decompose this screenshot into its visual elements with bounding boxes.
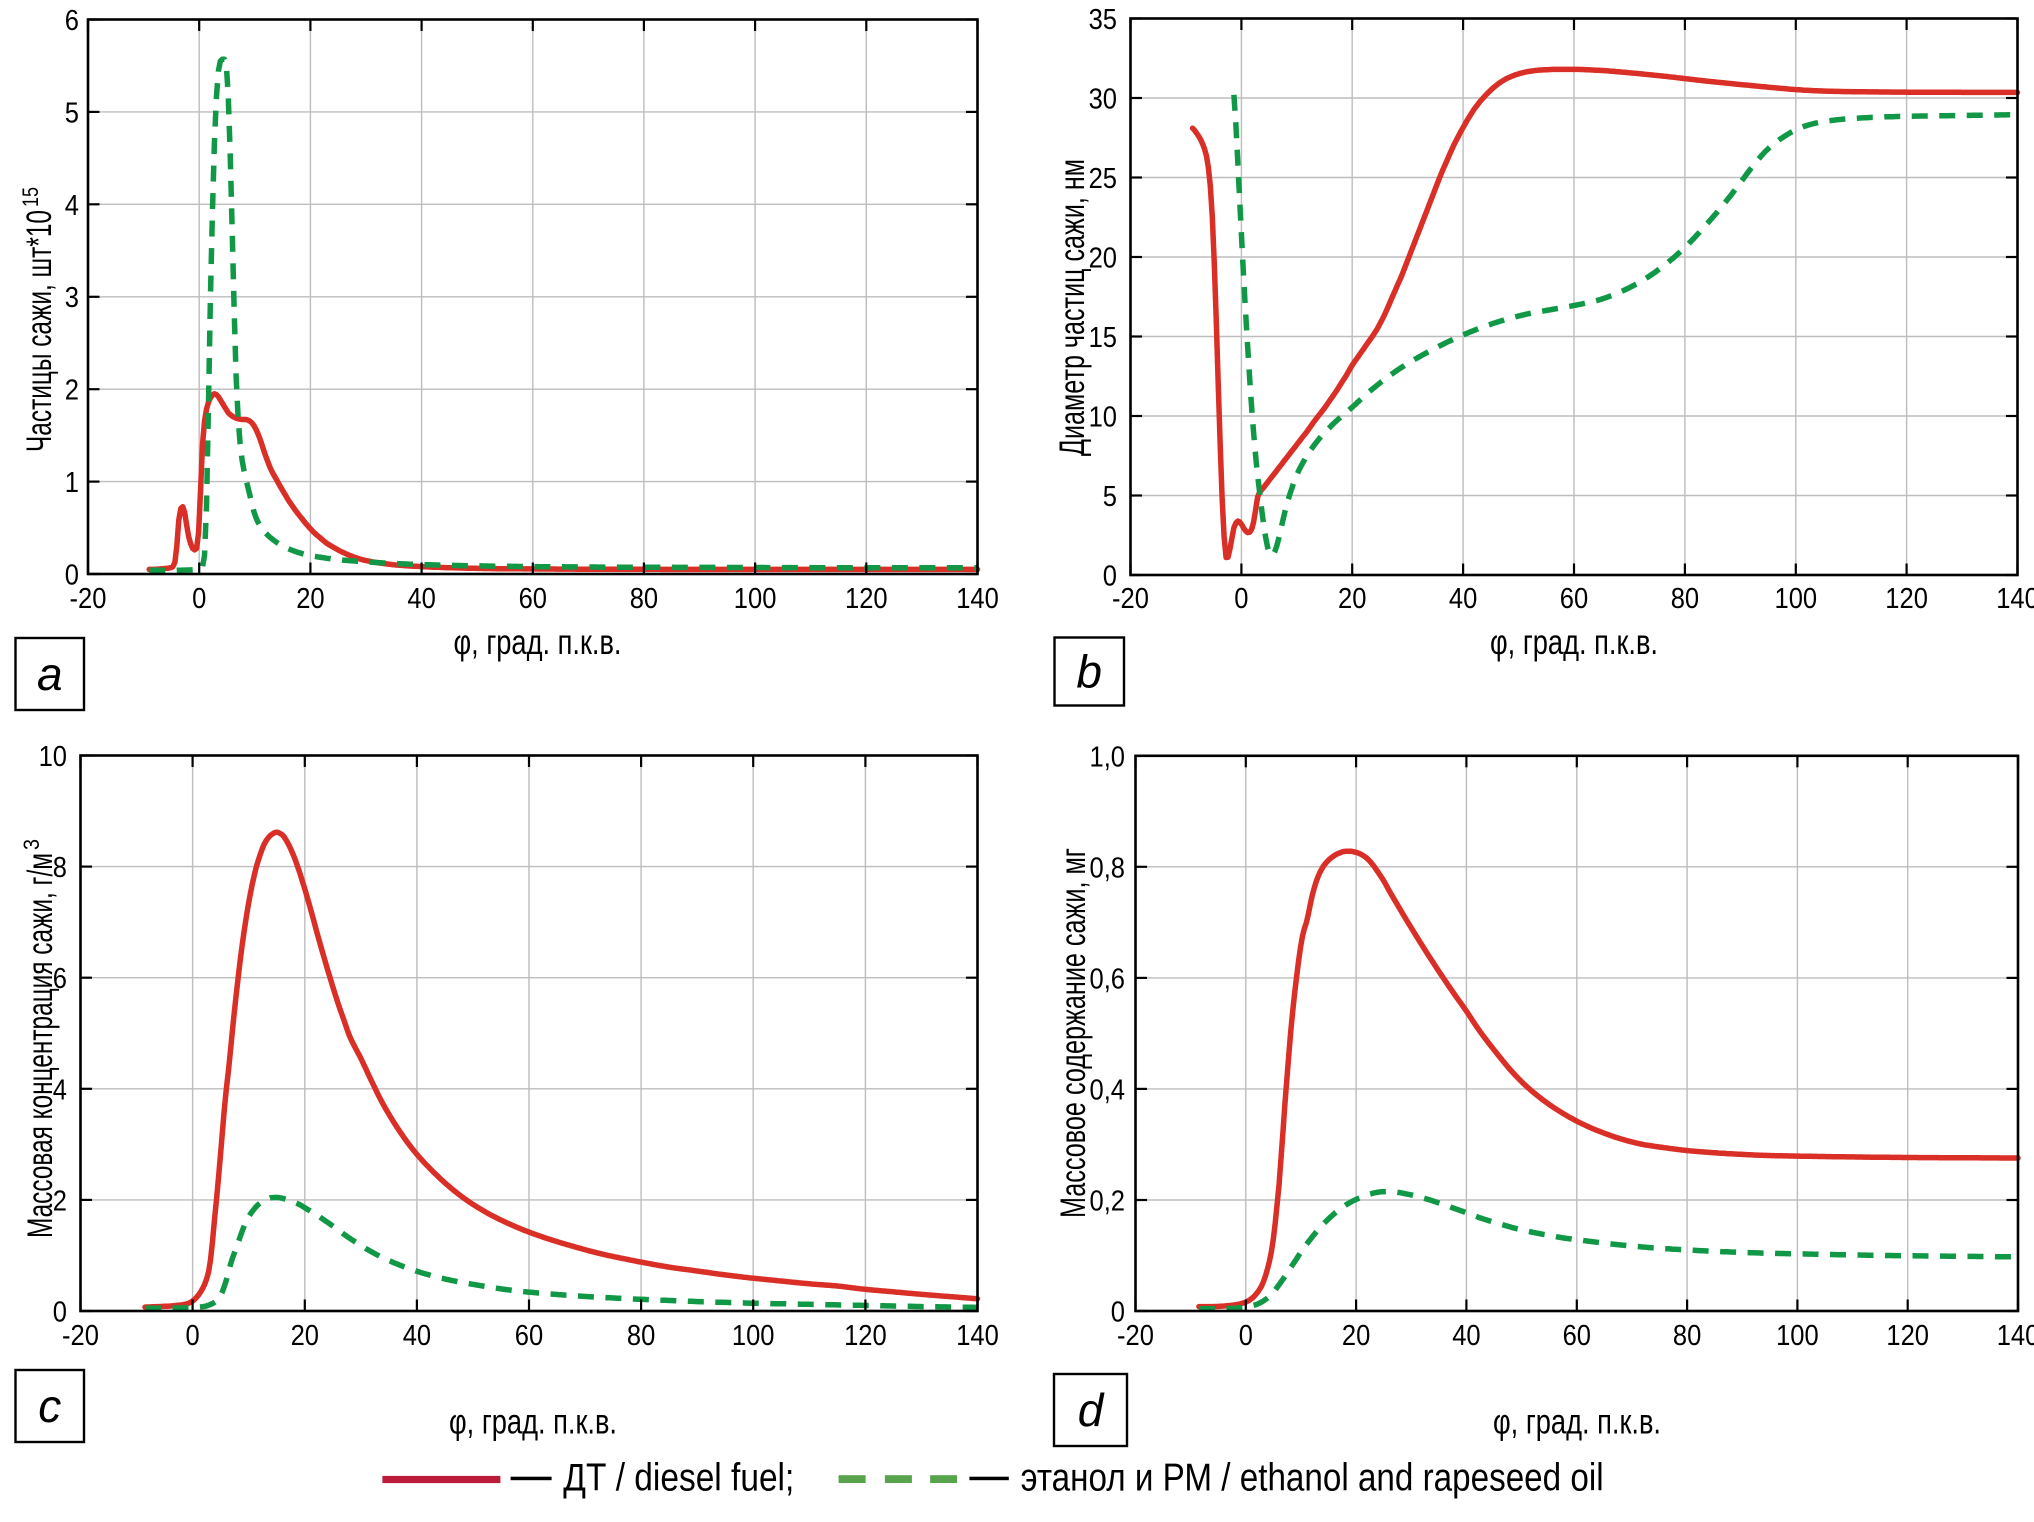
svg-text:0: 0 [53,1297,67,1329]
svg-text:0,2: 0,2 [1090,1186,1126,1218]
svg-text:100: 100 [734,583,777,615]
svg-text:a: a [37,648,63,700]
svg-text:20: 20 [1342,1320,1370,1352]
svg-text:60: 60 [515,1320,543,1352]
svg-text:1,0: 1,0 [1090,741,1126,773]
svg-text:80: 80 [630,583,658,615]
svg-text:φ, град. п.к.в.: φ, град. п.к.в. [1490,623,1658,662]
svg-text:40: 40 [1449,583,1477,615]
svg-text:5: 5 [65,97,79,129]
svg-text:140: 140 [1997,1320,2034,1352]
svg-text:5: 5 [1103,481,1117,513]
svg-text:60: 60 [1563,1320,1591,1352]
svg-text:20: 20 [1338,583,1366,615]
svg-text:φ, град. п.к.в.: φ, град. п.к.в. [449,1403,617,1442]
svg-text:4: 4 [53,1074,67,1106]
svg-text:6: 6 [65,5,79,37]
svg-text:этанол и РМ / ethanol and rape: этанол и РМ / ethanol and rapeseed oil [1021,1456,1604,1499]
svg-text:0: 0 [1111,1297,1125,1329]
svg-text:20: 20 [296,583,324,615]
svg-text:2: 2 [53,1185,67,1217]
svg-text:3: 3 [19,839,44,850]
svg-text:Массовое содержание сажи, мг: Массовое содержание сажи, мг [1054,848,1093,1218]
svg-text:-20: -20 [70,583,107,615]
svg-text:80: 80 [1673,1320,1701,1352]
svg-text:3: 3 [65,282,79,314]
svg-text:40: 40 [407,583,435,615]
svg-text:100: 100 [732,1320,775,1352]
svg-text:ДТ / diesel fuel;: ДТ / diesel fuel; [563,1456,794,1499]
svg-text:60: 60 [519,583,547,615]
svg-text:Частицы сажи, шт*10: Частицы сажи, шт*10 [20,210,59,452]
svg-text:φ, град. п.к.в.: φ, град. п.к.в. [1493,1403,1661,1442]
svg-text:d: d [1078,1384,1105,1436]
svg-text:0: 0 [65,560,79,592]
svg-text:35: 35 [1089,4,1117,36]
svg-text:6: 6 [53,963,67,995]
svg-text:0: 0 [192,583,206,615]
svg-text:0: 0 [1234,583,1248,615]
svg-text:80: 80 [627,1320,655,1352]
svg-text:60: 60 [1560,583,1588,615]
svg-text:0: 0 [1103,561,1117,593]
svg-text:100: 100 [1776,1320,1819,1352]
svg-text:Диаметр частиц сажи, нм: Диаметр частиц сажи, нм [1053,159,1092,456]
svg-text:b: b [1076,646,1102,698]
svg-text:40: 40 [403,1320,431,1352]
svg-text:120: 120 [1885,583,1928,615]
svg-text:10: 10 [39,741,67,773]
svg-text:120: 120 [1886,1320,1929,1352]
svg-text:140: 140 [956,583,999,615]
svg-text:140: 140 [1996,583,2034,615]
svg-text:-20: -20 [1117,1320,1154,1352]
svg-text:Массовая концентрация сажи, г/: Массовая концентрация сажи, г/м [21,853,60,1238]
svg-text:15: 15 [1089,322,1117,354]
svg-text:-20: -20 [1112,583,1149,615]
svg-text:c: c [38,1380,61,1432]
svg-text:-20: -20 [62,1320,99,1352]
svg-text:1: 1 [65,467,79,499]
svg-text:100: 100 [1775,583,1818,615]
svg-text:0: 0 [186,1320,200,1352]
svg-text:120: 120 [844,1320,887,1352]
svg-text:0,8: 0,8 [1090,852,1126,884]
svg-text:15: 15 [18,187,43,207]
svg-text:25: 25 [1089,163,1117,195]
svg-text:φ, град. п.к.в.: φ, град. п.к.в. [454,623,622,662]
svg-text:40: 40 [1452,1320,1480,1352]
svg-text:2: 2 [65,375,79,407]
svg-text:10: 10 [1089,402,1117,434]
svg-text:0,4: 0,4 [1090,1074,1126,1106]
svg-text:140: 140 [956,1320,999,1352]
svg-text:0: 0 [1239,1320,1253,1352]
svg-text:20: 20 [291,1320,319,1352]
svg-text:4: 4 [65,190,79,222]
svg-text:0,6: 0,6 [1090,963,1126,995]
svg-text:80: 80 [1671,583,1699,615]
svg-text:20: 20 [1089,243,1117,275]
svg-text:8: 8 [53,852,67,884]
svg-text:30: 30 [1089,84,1117,116]
svg-text:120: 120 [845,583,888,615]
